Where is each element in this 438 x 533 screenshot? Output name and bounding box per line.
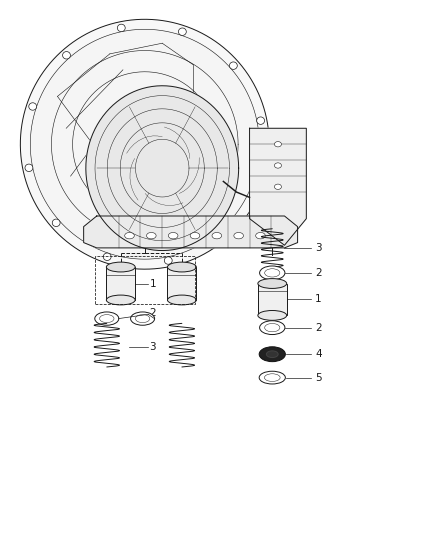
Text: 2: 2	[315, 268, 321, 278]
Bar	[258, 284, 287, 316]
Ellipse shape	[265, 324, 280, 332]
Polygon shape	[250, 128, 306, 245]
Ellipse shape	[265, 269, 280, 277]
Ellipse shape	[212, 232, 222, 239]
Ellipse shape	[253, 178, 261, 185]
Ellipse shape	[259, 371, 286, 384]
Ellipse shape	[52, 219, 60, 227]
Text: 4: 4	[315, 349, 321, 359]
Polygon shape	[30, 29, 259, 259]
Ellipse shape	[106, 262, 135, 272]
Text: 1: 1	[315, 294, 321, 304]
Ellipse shape	[103, 253, 111, 261]
Bar	[167, 267, 196, 300]
Ellipse shape	[258, 279, 287, 288]
Ellipse shape	[265, 374, 280, 382]
Polygon shape	[86, 86, 239, 251]
Ellipse shape	[168, 232, 178, 239]
Text: 2: 2	[150, 308, 156, 318]
Polygon shape	[84, 216, 297, 248]
Ellipse shape	[131, 312, 155, 325]
Ellipse shape	[260, 266, 285, 280]
Ellipse shape	[257, 117, 265, 124]
Ellipse shape	[135, 314, 150, 322]
Text: 2: 2	[315, 322, 321, 333]
Ellipse shape	[234, 232, 244, 239]
Ellipse shape	[95, 312, 119, 325]
Ellipse shape	[275, 142, 282, 147]
Ellipse shape	[167, 262, 196, 272]
Ellipse shape	[125, 232, 134, 239]
Ellipse shape	[230, 62, 237, 69]
Ellipse shape	[266, 351, 278, 358]
Ellipse shape	[259, 347, 286, 362]
Ellipse shape	[219, 229, 227, 237]
Text: 1: 1	[150, 279, 156, 288]
Ellipse shape	[25, 164, 33, 172]
Ellipse shape	[275, 163, 282, 168]
Ellipse shape	[117, 24, 125, 31]
Text: 5: 5	[315, 373, 321, 383]
Ellipse shape	[164, 257, 172, 264]
Text: 3: 3	[150, 342, 156, 352]
Polygon shape	[20, 19, 269, 269]
Ellipse shape	[258, 311, 287, 320]
Bar	[95, 256, 195, 304]
Ellipse shape	[260, 321, 285, 335]
Ellipse shape	[63, 52, 71, 59]
Ellipse shape	[147, 232, 156, 239]
Ellipse shape	[275, 184, 282, 189]
Ellipse shape	[106, 295, 135, 305]
Ellipse shape	[99, 314, 114, 322]
Ellipse shape	[29, 103, 37, 110]
Text: 3: 3	[315, 243, 321, 253]
Ellipse shape	[167, 295, 196, 305]
Ellipse shape	[190, 232, 200, 239]
Bar	[106, 267, 135, 300]
Ellipse shape	[178, 28, 186, 35]
Ellipse shape	[256, 232, 265, 239]
